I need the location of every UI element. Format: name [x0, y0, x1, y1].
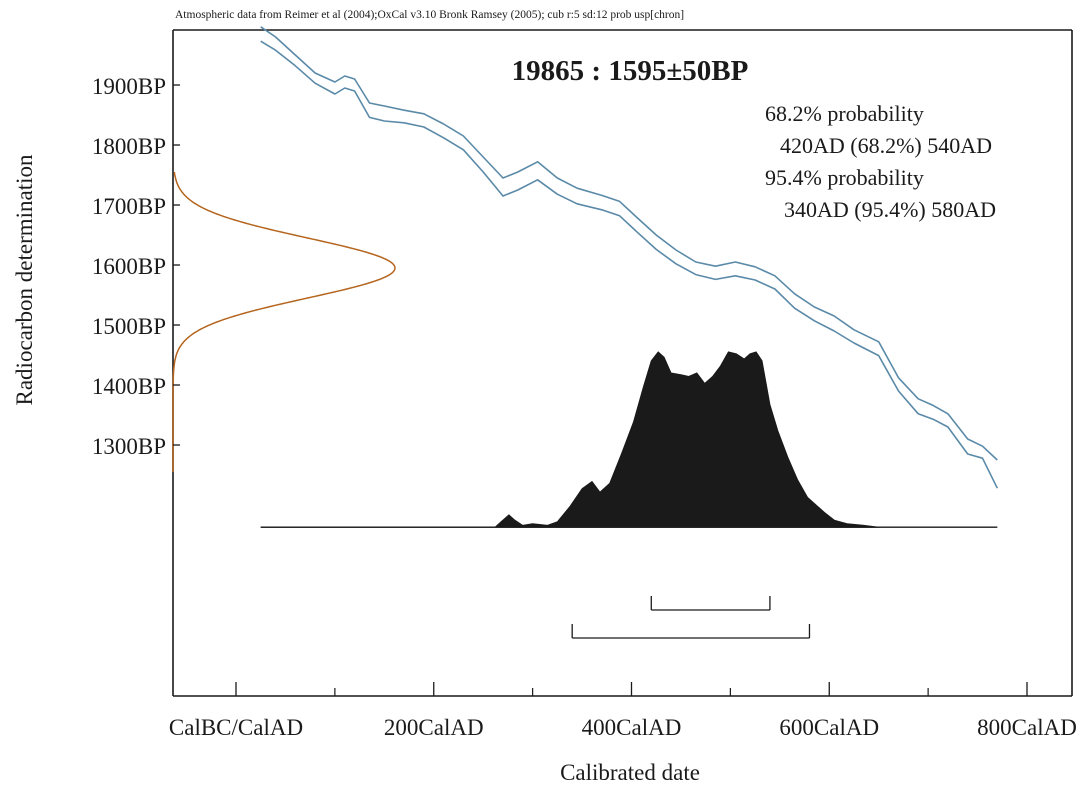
x-tick-label: CalBC/CalAD [169, 715, 303, 740]
y-tick-label: 1500BP [92, 314, 166, 339]
calibration-curve [260, 26, 999, 489]
x-tick-label: 400CalAD [582, 715, 682, 740]
y-axis-ticks: 1900BP 1800BP 1700BP 1600BP 1500BP 1400BP 1300… [92, 74, 180, 459]
y-tick-label: 1800BP [92, 134, 166, 159]
y-axis-label: Radiocarbon determination [12, 154, 37, 406]
calibration-curve-upper [260, 26, 998, 461]
x-tick-label: 200CalAD [384, 715, 484, 740]
prob-68-heading: 68.2% probability [765, 101, 924, 126]
x-axis-label: Calibrated date [560, 760, 700, 785]
prob-95-heading: 95.4% probability [765, 165, 924, 190]
y-tick-label: 1900BP [92, 74, 166, 99]
range-bracket-95-4 [571, 624, 811, 639]
x-axis-ticks: CalBC/CalAD 200CalAD 400CalAD 600CalAD 800Ca… [169, 682, 1077, 740]
x-tick-label: 800CalAD [977, 715, 1077, 740]
measurement-gaussian-line [172, 171, 396, 472]
x-tick-label: 600CalAD [779, 715, 879, 740]
prob-68-range: 420AD (68.2%) 540AD [780, 133, 992, 158]
chart-title: 19865 : 1595±50BP [512, 55, 749, 87]
y-tick-label: 1600BP [92, 254, 166, 279]
y-tick-label: 1400BP [92, 374, 166, 399]
y-tick-label: 1300BP [92, 434, 166, 459]
measurement-gaussian [172, 171, 396, 472]
prob-95-range: 340AD (95.4%) 580AD [784, 197, 996, 222]
range-bracket-68-2 [650, 596, 771, 611]
probability-ranges [571, 596, 811, 639]
posterior-area [260, 351, 879, 528]
y-tick-label: 1700BP [92, 194, 166, 219]
posterior-distribution [260, 351, 998, 528]
header-note: Atmospheric data from Reimer et al (2004… [175, 9, 684, 21]
calibration-curve-lower [260, 40, 999, 489]
